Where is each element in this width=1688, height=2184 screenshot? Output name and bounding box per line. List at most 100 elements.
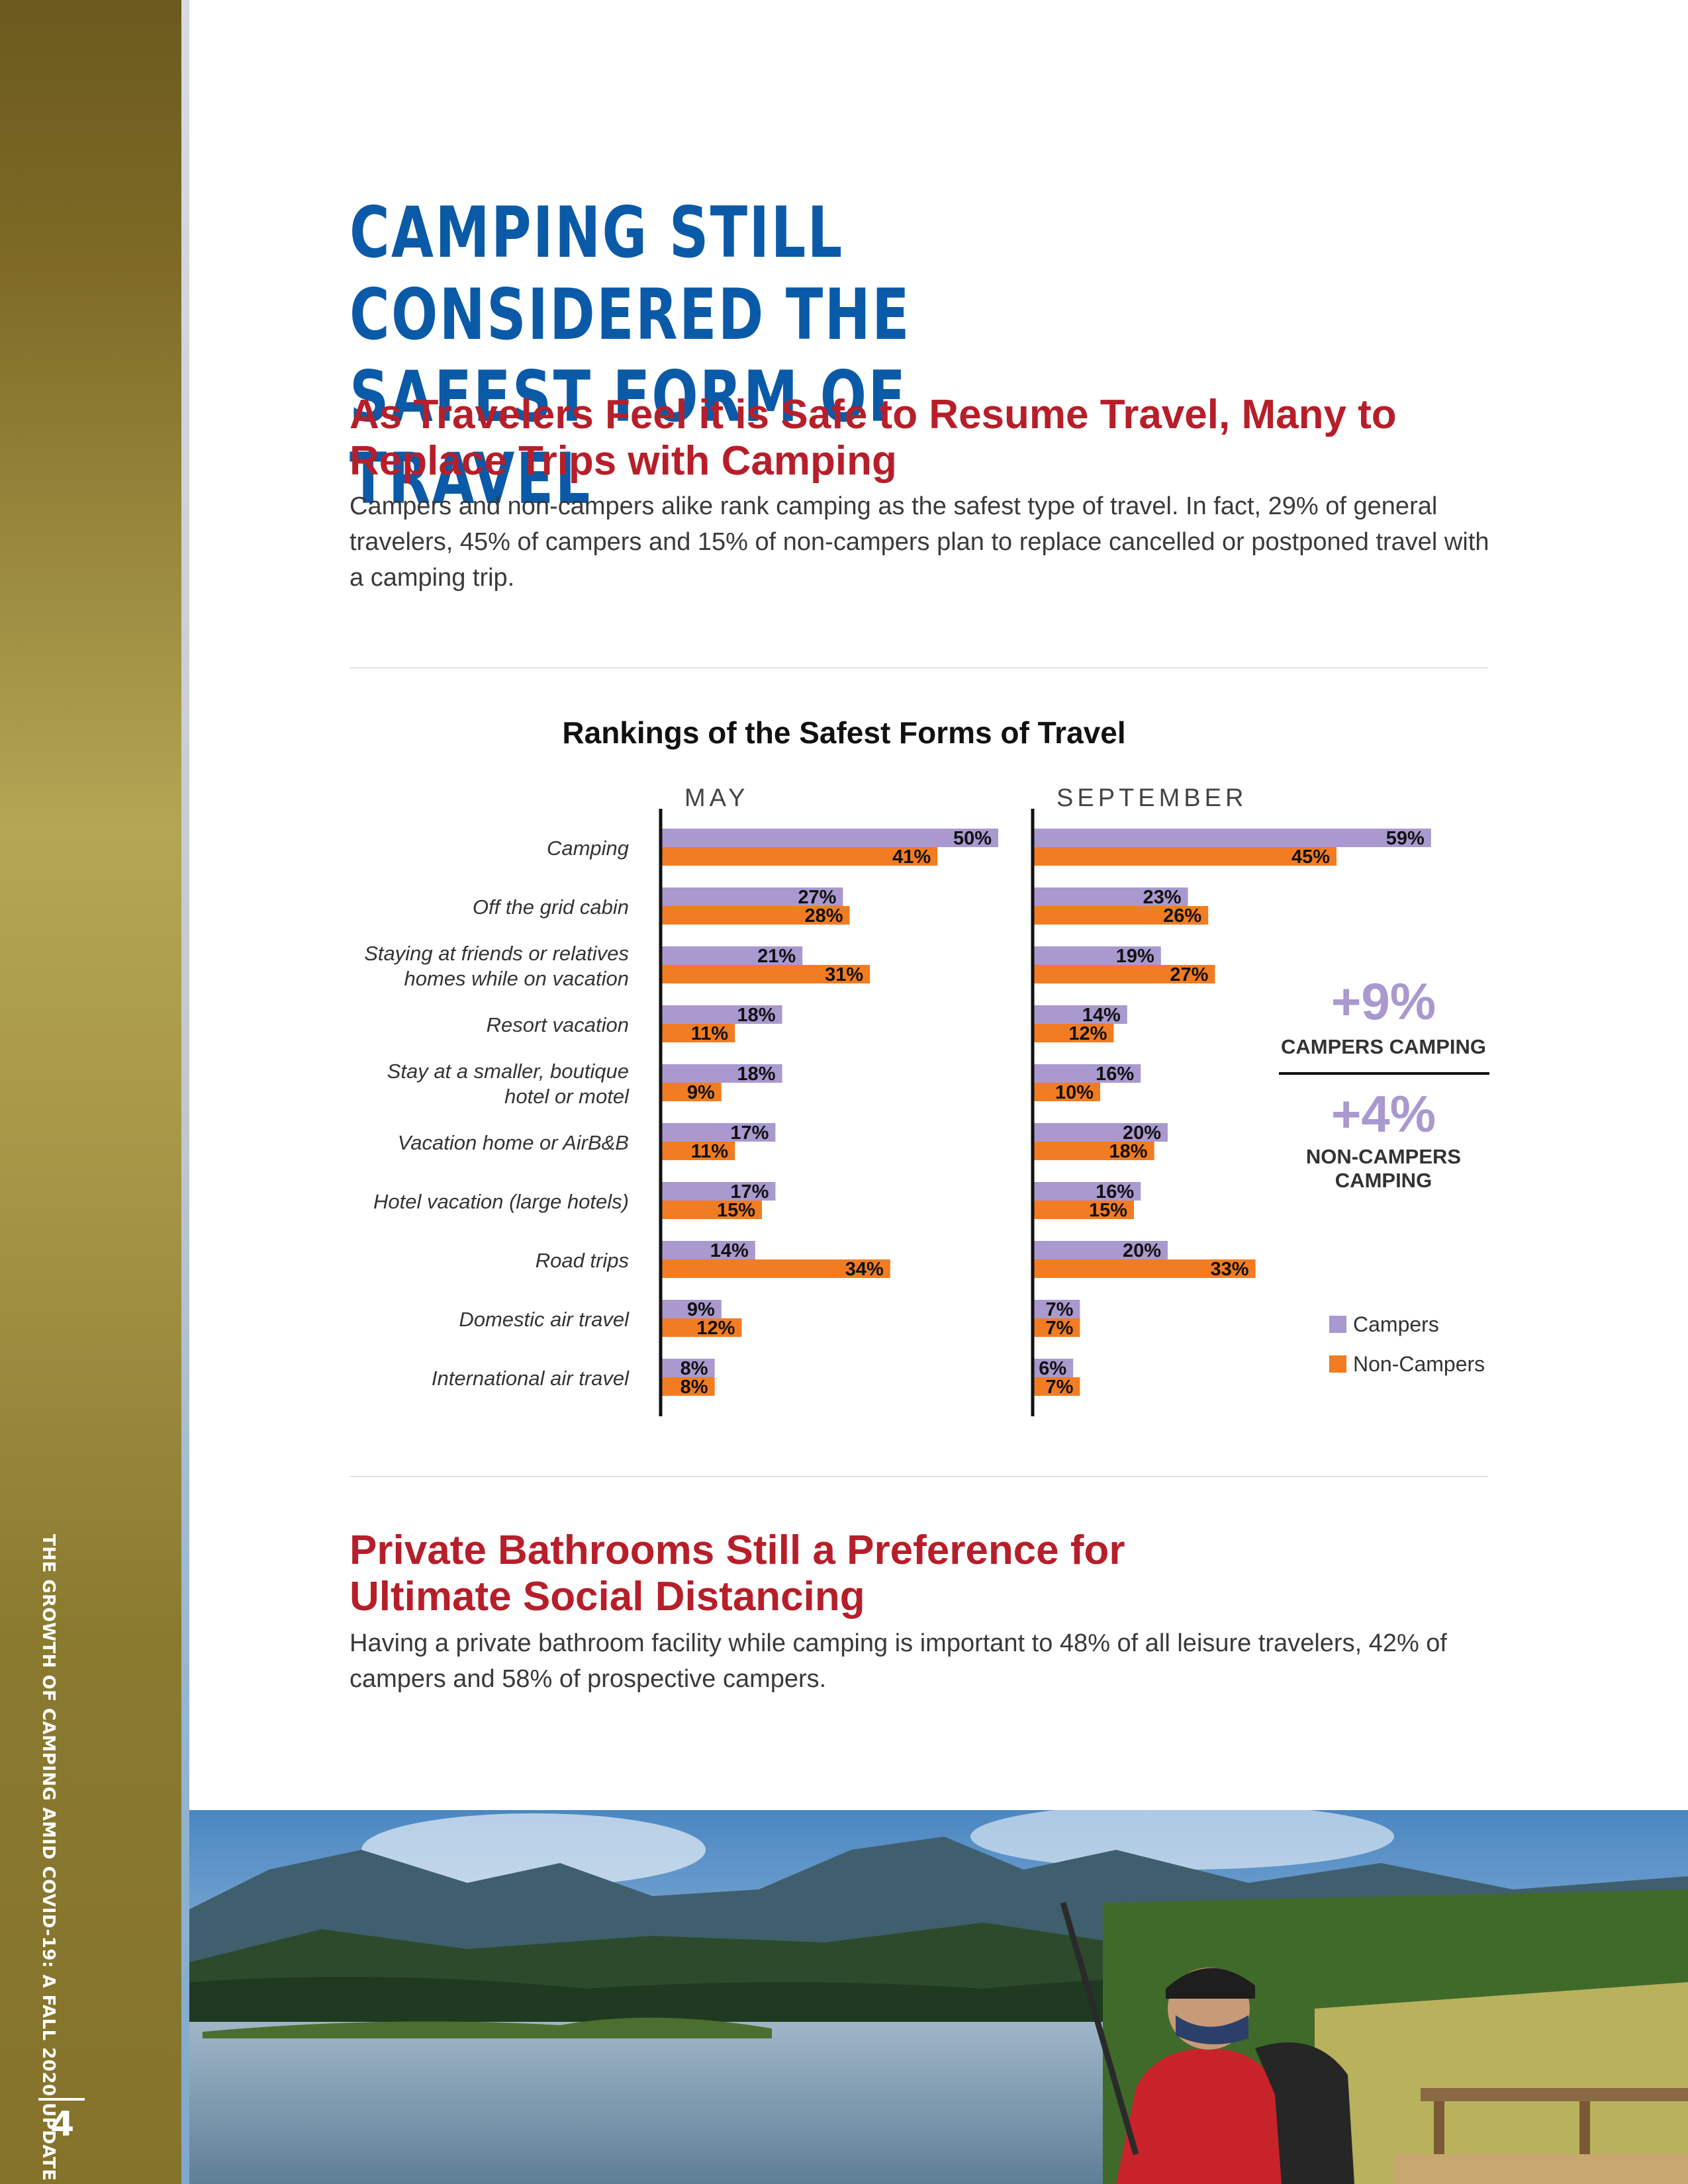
campers-bar [661, 946, 803, 965]
bar-value-label: 8% [680, 1358, 708, 1379]
campers-bar [661, 1123, 776, 1142]
campers-bar [1033, 829, 1431, 847]
callout-value: +9% [1331, 972, 1436, 1030]
bar-value-label: 11% [691, 1023, 729, 1044]
panel-label: SEPTEMBER [1056, 784, 1247, 812]
category-label: International air travel [432, 1367, 630, 1390]
callout-label: CAMPERS CAMPING [1281, 1035, 1486, 1058]
category-label: Road trips [536, 1249, 629, 1272]
campers-bar [661, 829, 998, 847]
non-campers-bar [661, 1259, 890, 1278]
section1-heading: As Travelers Feel it is Safe to Resume T… [350, 392, 1397, 484]
bar-value-label: 18% [737, 1005, 776, 1026]
bar-value-label: 50% [953, 828, 992, 849]
bar-value-label: 27% [1170, 964, 1208, 985]
non-campers-bar [661, 965, 870, 983]
non-campers-bar [661, 1201, 762, 1219]
non-campers-bar [1033, 1201, 1134, 1219]
bar-value-label: 41% [892, 846, 931, 868]
running-title: THE GROWTH OF CAMPING AMID COVID-19: A F… [38, 1534, 58, 2181]
campers-bar [1033, 1300, 1080, 1318]
bar-value-label: 20% [1123, 1240, 1161, 1261]
campers-bar [1033, 1182, 1141, 1201]
category-label: Staying at friends or relatives [364, 942, 629, 965]
legend-swatch [1329, 1316, 1346, 1333]
legend-swatch [1329, 1355, 1346, 1373]
bar-value-label: 27% [798, 887, 836, 908]
legend-label: Campers [1353, 1312, 1439, 1336]
campers-bar [1033, 887, 1188, 906]
legend-label: Non-Campers [1353, 1352, 1485, 1376]
non-campers-bar [1033, 1142, 1154, 1160]
bar-value-label: 7% [1045, 1299, 1073, 1320]
campers-bar [661, 1300, 722, 1318]
bar-value-label: 16% [1096, 1064, 1134, 1085]
page-title: CAMPING STILL CONSIDERED THE SAFEST FORM… [350, 192, 911, 520]
bar-value-label: 33% [1211, 1259, 1249, 1280]
campers-bar [661, 1005, 782, 1024]
bar-value-label: 26% [1163, 905, 1201, 927]
bar-value-label: 45% [1291, 846, 1330, 868]
panel-label: MAY [684, 784, 749, 812]
non-campers-bar [1033, 1024, 1114, 1042]
section1-body: Campers and non-campers alike rank campi… [350, 492, 1489, 592]
non-campers-bar [661, 1377, 715, 1396]
bar-value-label: 6% [1039, 1358, 1066, 1379]
category-label: Camping [547, 837, 629, 860]
non-campers-bar [1033, 1377, 1080, 1396]
campers-bar [1033, 946, 1161, 965]
non-campers-bar [661, 1083, 722, 1101]
bar-value-label: 10% [1055, 1082, 1094, 1103]
bar-value-label: 11% [691, 1141, 729, 1162]
bar-value-label: 17% [730, 1122, 769, 1144]
bar-value-label: 23% [1143, 887, 1182, 908]
bar-value-label: 19% [1116, 946, 1154, 967]
non-campers-bar [1033, 965, 1215, 983]
bar-value-label: 12% [1068, 1023, 1107, 1044]
non-campers-bar [661, 1024, 735, 1042]
campers-bar [661, 1064, 782, 1083]
callout-value: +4% [1331, 1085, 1436, 1143]
chart-title: Rankings of the Safest Forms of Travel [562, 715, 1126, 750]
bar-value-label: 31% [825, 964, 863, 985]
non-campers-bar [1033, 906, 1209, 925]
bar-value-label: 7% [1045, 1318, 1073, 1339]
non-campers-bar [1033, 1083, 1100, 1101]
category-label: Vacation home or AirB&B [398, 1131, 629, 1154]
page-number: 4 [50, 2105, 75, 2144]
callout-label: CAMPING [1335, 1169, 1432, 1192]
non-campers-bar [1033, 1259, 1256, 1278]
campers-bar [1033, 1241, 1168, 1259]
category-label: Domestic air travel [459, 1308, 630, 1331]
page-number-rule [38, 2098, 85, 2101]
bar-value-label: 15% [1089, 1200, 1127, 1221]
campers-bar [1033, 1064, 1141, 1083]
category-label: hotel or motel [504, 1085, 630, 1108]
bar-value-label: 14% [1082, 1005, 1121, 1026]
bar-value-label: 14% [710, 1240, 749, 1261]
landscape-photo [189, 1810, 1688, 2184]
campers-bar [1033, 1123, 1168, 1142]
running-title-container: THE GROWTH OF CAMPING AMID COVID-19: A F… [38, 1534, 82, 2181]
bar-value-label: 18% [1109, 1141, 1148, 1162]
campers-bar [661, 1359, 715, 1377]
category-label: Resort vacation [487, 1013, 629, 1036]
category-label: Stay at a smaller, boutique [387, 1060, 629, 1083]
campers-bar [661, 1182, 776, 1201]
non-campers-bar [1033, 847, 1336, 866]
sidebar-band [0, 0, 181, 2184]
bar-value-label: 9% [687, 1299, 715, 1320]
campers-bar [1033, 1005, 1127, 1024]
bar-value-label: 21% [757, 946, 796, 967]
bar-value-label: 59% [1386, 828, 1425, 849]
campers-bar [661, 1241, 755, 1259]
bar-value-label: 34% [845, 1259, 884, 1280]
bar-value-label: 18% [737, 1064, 776, 1085]
bar-value-label: 7% [1045, 1377, 1073, 1398]
campers-bar [1033, 1359, 1074, 1377]
non-campers-bar [661, 847, 938, 866]
bar-value-label: 17% [730, 1181, 769, 1203]
campers-bar [661, 887, 843, 906]
non-campers-bar [1033, 1318, 1080, 1337]
bar-value-label: 20% [1123, 1122, 1161, 1144]
